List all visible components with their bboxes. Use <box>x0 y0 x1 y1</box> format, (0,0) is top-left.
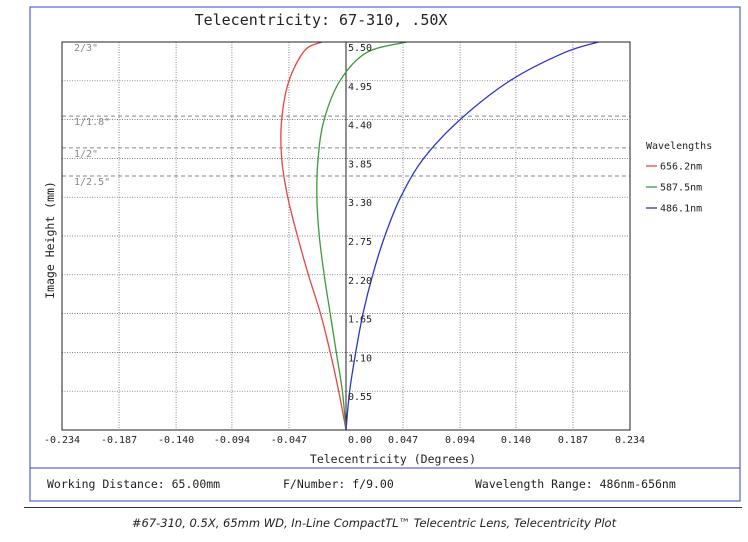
f-number-text: F/Number: f/9.00 <box>283 477 394 491</box>
x-tick-labels: -0.234 -0.187 -0.140 -0.094 -0.047 0.00 0.047 0… <box>44 435 645 446</box>
plot-grid <box>61 41 631 430</box>
plot-series <box>280 41 599 431</box>
y-axis-label: Image Height (mm) <box>43 181 57 299</box>
y-tick-label: 3.30 <box>348 198 372 209</box>
sensor-format-label: 1/1.8" <box>74 117 110 128</box>
x-tick-label: -0.094 <box>214 435 250 446</box>
x-tick-label: -0.047 <box>271 435 307 446</box>
y-tick-label: 2.20 <box>348 276 372 287</box>
wavelength-range-text: Wavelength Range: 486nm-656nm <box>475 477 676 491</box>
sensor-format-label: 2/3" <box>74 43 98 54</box>
working-distance-text: Working Distance: 65.00mm <box>47 477 220 491</box>
x-tick-label: 0.094 <box>445 435 475 446</box>
plot-area-border <box>61 41 631 431</box>
legend-label: 656.2nm <box>660 162 702 173</box>
figure-caption: #67-310, 0.5X, 65mm WD, In-Line CompactT… <box>131 516 617 530</box>
y-tick-label: 4.95 <box>348 82 372 93</box>
y-tick-label: 5.50 <box>348 43 372 54</box>
legend-label: 486.1nm <box>660 204 702 215</box>
x-axis-label: Telecentricity (Degrees) <box>310 452 476 466</box>
y-tick-label: 2.75 <box>348 237 372 248</box>
y-tick-labels: 0.55 1.10 1.65 2.20 2.75 3.30 3.85 4.40 4.95 5.50 <box>348 43 372 403</box>
x-tick-label: 0.047 <box>388 435 418 446</box>
y-tick-label: 3.85 <box>348 159 372 170</box>
caption-divider <box>24 507 742 508</box>
x-tick-label: -0.234 <box>44 435 80 446</box>
x-tick-label: -0.140 <box>158 435 194 446</box>
series-line-587.5nm <box>316 41 407 431</box>
legend-label: 587.5nm <box>660 183 702 194</box>
x-tick-label: 0.140 <box>501 435 531 446</box>
x-tick-label: -0.187 <box>101 435 137 446</box>
sensor-format-label: 1/2.5" <box>74 177 110 188</box>
chart-title: Telecentricity: 67-310, .50X <box>195 11 448 29</box>
x-tick-label: 0.234 <box>615 435 645 446</box>
chart-outer-border <box>29 6 741 502</box>
x-tick-label: 0.00 <box>348 435 372 446</box>
y-tick-label: 1.65 <box>348 315 372 326</box>
sensor-format-lines: 2/3" 1/1.8" 1/2" 1/2.5" <box>62 41 630 188</box>
series-line-486.1nm <box>345 41 599 431</box>
y-tick-label: 1.10 <box>348 353 372 364</box>
x-tick-label: 0.187 <box>558 435 588 446</box>
legend-title: Wavelengths <box>646 141 712 152</box>
y-tick-label: 4.40 <box>348 121 372 132</box>
series-line-656.2nm <box>280 41 347 431</box>
sensor-format-label: 1/2" <box>74 149 98 160</box>
legend: Wavelengths 656.2nm 587.5nm 486.1nm <box>646 141 712 215</box>
y-tick-label: 0.55 <box>348 392 372 403</box>
